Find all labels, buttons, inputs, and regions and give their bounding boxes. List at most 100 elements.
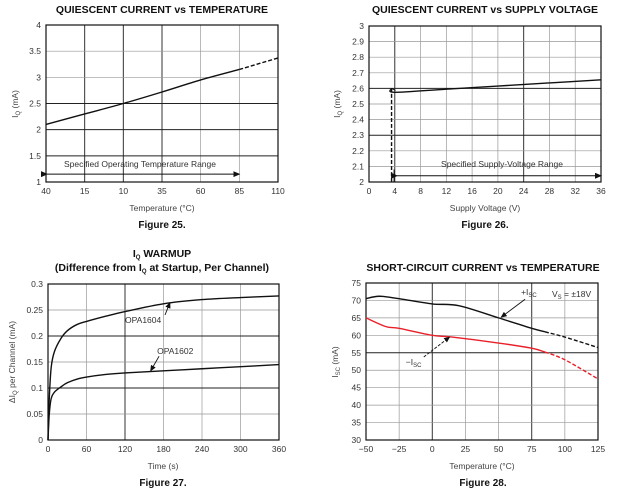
x-tick-label: 100 [558,444,572,454]
series-line-opa1602 [47,363,280,441]
y-axis-label: IQ (mA) [10,90,22,118]
chart-iq-vs-supply-voltage: QUIESCENT CURRENT vs SUPPLY VOLTAGE 0 4 8 1… [332,4,606,231]
range-annotation: Specified Supply-Voltage Range [441,159,563,169]
y-tick-label: 65 [352,313,362,323]
series-line-opa1604 [47,295,280,441]
y-tick-label: 45 [352,383,362,393]
x-tick-label: 8 [418,186,423,196]
chart-title: IQ WARMUP [133,248,191,261]
y-tick-label: 0.2 [31,331,43,341]
annotation-arrow [423,336,451,358]
y-tick-label: 0.1 [31,383,43,393]
minus-isc-label: −ISC [406,357,422,369]
x-tick-label: 35 [157,186,167,196]
x-tick-label: 300 [233,444,247,454]
y-tick-label: 2.9 [352,37,364,47]
x-tick-label: 10 [119,186,129,196]
chart-iq-warmup: IQ WARMUP (Difference from IQ at Startup… [7,248,286,489]
annotation-arrow [500,298,526,318]
x-tick-label: 180 [156,444,170,454]
y-tick-label: 75 [352,278,362,288]
y-tick-label: 50 [352,365,362,375]
y-tick-label: 2.1 [352,161,364,171]
x-tick-label: 50 [494,444,504,454]
y-tick-label: 3.5 [29,46,41,56]
y-tick-label: 35 [352,418,362,428]
series-label-opa1604: OPA1604 [125,315,162,325]
y-tick-label: 2 [359,177,364,187]
chart-subtitle: (Difference from IQ at Startup, Per Chan… [55,262,269,275]
figure-caption: Figure 27. [139,478,186,489]
x-tick-label: 60 [196,186,206,196]
start-marker [391,87,396,91]
plot-frame [45,24,279,183]
y-tick-label: 2.5 [352,99,364,109]
x-tick-label: 36 [596,186,606,196]
y-axis-label: ISC (mA) [330,346,342,378]
plot-frame [47,283,280,441]
chart-title: QUIESCENT CURRENT vs SUPPLY VOLTAGE [372,4,598,16]
x-tick-label: 15 [80,186,90,196]
plot-frame [365,282,599,441]
x-tick-label: 60 [82,444,92,454]
y-tick-label: 70 [352,295,362,305]
series-line--isc-extrapolated [544,331,599,349]
y-tick-label: 3 [36,72,41,82]
x-tick-label: 16 [467,186,477,196]
series-line-iq [389,79,602,94]
y-tick-label: 2 [36,125,41,135]
plot-frame [368,25,602,183]
x-tick-label: 360 [272,444,286,454]
x-tick-label: 4 [392,186,397,196]
y-tick-label: 2.8 [352,52,364,62]
x-tick-label: 20 [493,186,503,196]
figure-caption: Figure 26. [461,220,508,231]
y-tick-label: 2.7 [352,68,364,78]
x-axis-label: Time (s) [148,461,179,471]
y-tick-label: 2.4 [352,115,364,125]
series-line-iq [45,68,240,126]
y-tick-label: 2.6 [352,83,364,93]
annotation-arrow [164,301,171,316]
figure-caption: Figure 28. [459,478,506,489]
y-axis-label: ΔIQ per Channel (mA) [7,321,19,403]
annotation-arrow [150,355,160,372]
x-tick-label: 110 [271,186,285,196]
x-tick-label: 125 [591,444,605,454]
x-tick-label: 28 [545,186,555,196]
y-tick-label: 30 [352,435,362,445]
range-annotation: Specified Operating Temperature Range [64,159,216,169]
chart-short-circuit-current-vs-temperature: SHORT-CIRCUIT CURRENT vs TEMPERATURE −50… [330,262,605,489]
x-axis-label: Temperature (°C) [129,203,194,213]
x-tick-label: 24 [519,186,529,196]
y-tick-label: 0.15 [26,357,43,367]
supply-voltage-annotation: VS = ±18V [552,289,591,301]
chart-iq-vs-temperature: QUIESCENT CURRENT vs TEMPERATURE 40 15 10 3… [10,4,285,231]
x-axis-label: Supply Voltage (V) [450,203,521,213]
series-label-opa1602: OPA1602 [157,346,194,356]
y-tick-label: 40 [352,400,362,410]
x-tick-label: 120 [118,444,132,454]
x-tick-label: −25 [392,444,407,454]
y-tick-label: 2.5 [29,99,41,109]
x-tick-label: 32 [570,186,580,196]
x-tick-label: 0 [367,186,372,196]
y-tick-label: 0.25 [26,305,43,315]
x-axis-label: Temperature (°C) [449,461,514,471]
y-tick-label: 3 [359,21,364,31]
x-tick-label: 75 [527,444,537,454]
x-tick-label: 85 [235,186,245,196]
x-tick-label: 0 [46,444,51,454]
y-tick-label: 0.05 [26,409,43,419]
y-tick-label: 0 [38,435,43,445]
y-tick-label: 60 [352,330,362,340]
figure-caption: Figure 25. [138,220,185,231]
chart-title: SHORT-CIRCUIT CURRENT vs TEMPERATURE [366,262,599,274]
x-tick-label: −50 [359,444,374,454]
series-line--isc [365,295,546,333]
chart-title: QUIESCENT CURRENT vs TEMPERATURE [56,4,268,16]
y-tick-label: 0.3 [31,279,43,289]
y-tick-label: 1.5 [29,151,41,161]
y-tick-label: 2.2 [352,146,364,156]
